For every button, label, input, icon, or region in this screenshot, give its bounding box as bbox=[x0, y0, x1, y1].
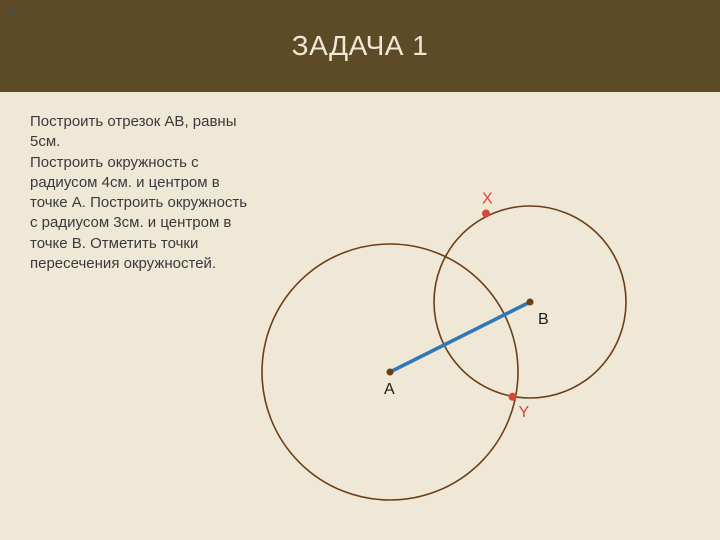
label-y: Y bbox=[519, 404, 530, 421]
label-x: X bbox=[482, 191, 493, 208]
segment-ab bbox=[390, 302, 530, 372]
label-a: A bbox=[384, 381, 395, 398]
slide-header: ■ ЗАДАЧА 1 bbox=[0, 0, 720, 92]
point-y-dot bbox=[509, 393, 517, 401]
figure-svg: A B X Y bbox=[260, 92, 720, 540]
point-b-dot bbox=[527, 299, 534, 306]
geometry-figure: A B X Y bbox=[260, 92, 720, 540]
slide-title: ЗАДАЧА 1 bbox=[292, 30, 429, 62]
label-b: B bbox=[538, 311, 549, 328]
point-x-dot bbox=[482, 210, 490, 218]
header-bullet-icon: ■ bbox=[8, 6, 16, 14]
problem-description: Построить отрезок АВ, равны 5см. Построи… bbox=[30, 112, 250, 274]
slide-content: Построить отрезок АВ, равны 5см. Построи… bbox=[0, 92, 720, 540]
point-a-dot bbox=[387, 369, 394, 376]
